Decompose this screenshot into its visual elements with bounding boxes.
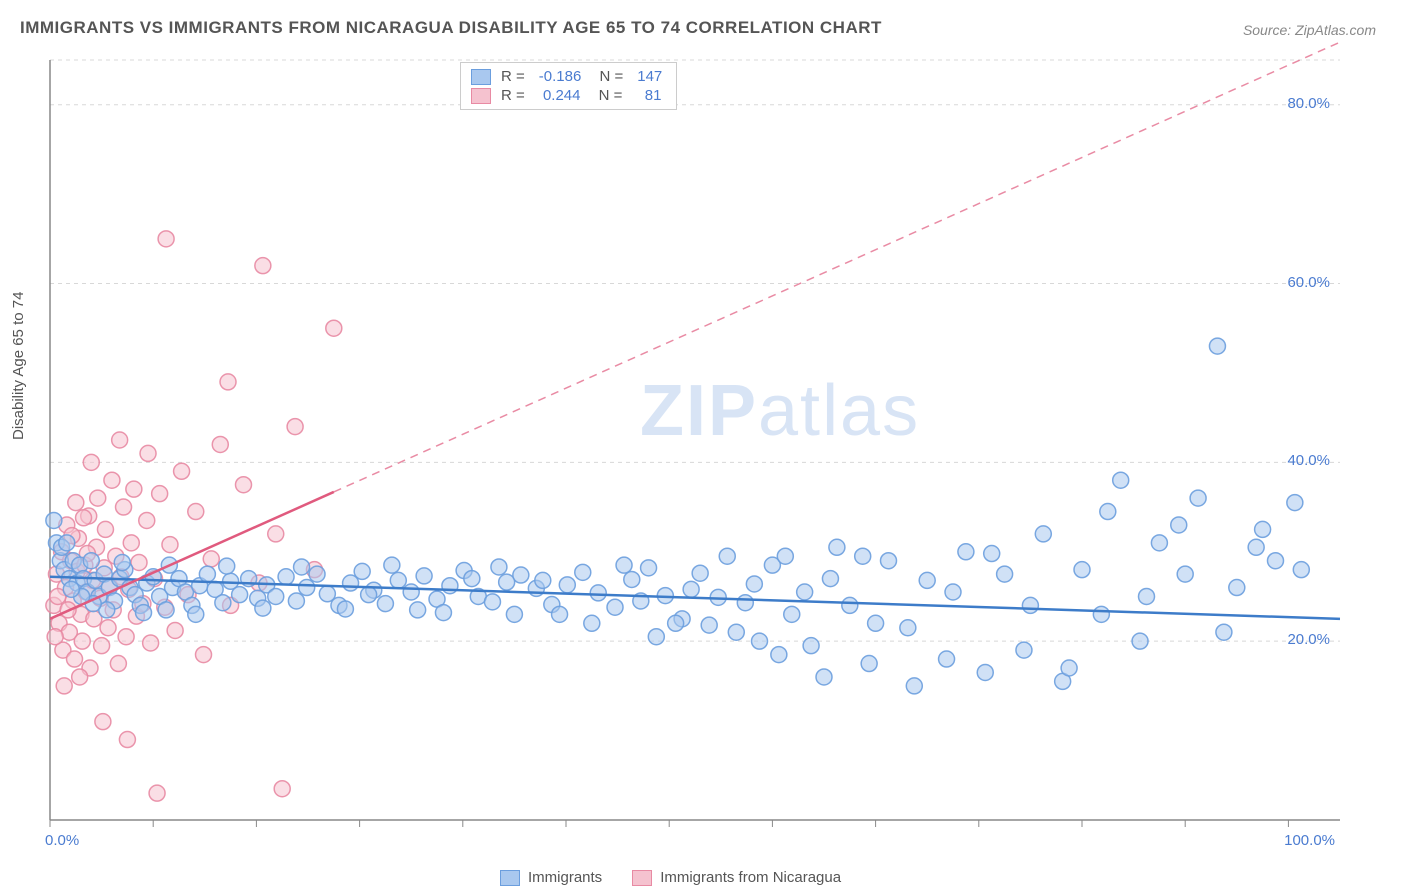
y-tick-label: 80.0% xyxy=(1287,95,1330,112)
legend-row-nicaragua: R = 0.244 N = 81 xyxy=(471,86,666,105)
n-label: N = xyxy=(595,68,623,85)
y-tick-label: 20.0% xyxy=(1287,631,1330,648)
legend-label: Immigrants from Nicaragua xyxy=(660,869,841,886)
y-tick-label: 40.0% xyxy=(1287,452,1330,469)
r-value: -0.186 xyxy=(535,68,586,85)
n-value: 81 xyxy=(632,87,665,104)
n-label: N = xyxy=(594,87,622,104)
y-tick-label: 60.0% xyxy=(1287,274,1330,291)
correlation-legend: R = -0.186 N = 147 R = 0.244 N = 81 xyxy=(460,62,677,110)
swatch-icon xyxy=(500,870,520,886)
swatch-icon xyxy=(471,88,491,104)
x-tick-label: 0.0% xyxy=(45,832,79,849)
swatch-icon xyxy=(471,69,491,85)
legend-item: Immigrants xyxy=(500,869,602,886)
r-label: R = xyxy=(501,87,525,104)
x-tick-label: 100.0% xyxy=(1284,832,1335,849)
swatch-icon xyxy=(632,870,652,886)
r-label: R = xyxy=(501,68,525,85)
legend-item: Immigrants from Nicaragua xyxy=(632,869,841,886)
r-value: 0.244 xyxy=(535,87,585,104)
n-value: 147 xyxy=(633,68,666,85)
scatter-chart xyxy=(0,0,1406,892)
legend-row-immigrants: R = -0.186 N = 147 xyxy=(471,67,666,86)
series-legend: Immigrants Immigrants from Nicaragua xyxy=(500,869,841,886)
legend-label: Immigrants xyxy=(528,869,602,886)
